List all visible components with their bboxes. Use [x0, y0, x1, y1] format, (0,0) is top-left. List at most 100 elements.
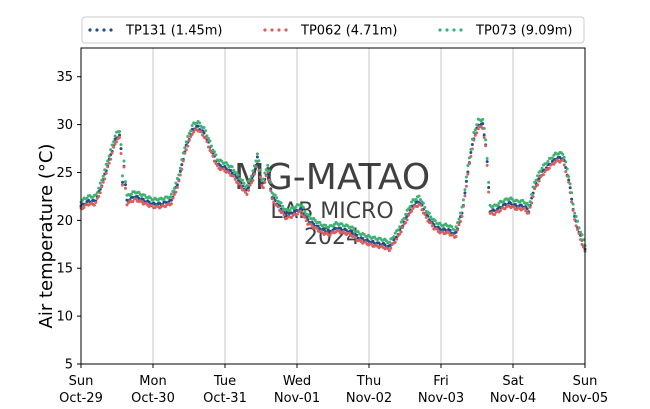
data-point [417, 194, 421, 198]
data-point [184, 140, 188, 144]
y-tick-label: 30 [56, 118, 73, 133]
data-point [573, 218, 577, 222]
data-point [119, 147, 123, 151]
data-point [550, 156, 554, 160]
data-point [190, 124, 194, 128]
x-tick-day: Fri [433, 374, 449, 389]
data-point [565, 167, 569, 171]
data-point [235, 171, 239, 175]
data-point [150, 204, 154, 208]
y-axis: 5 10 15 20 25 30 35 [56, 70, 81, 373]
data-point [212, 159, 216, 163]
data-point [482, 135, 486, 139]
legend-marker [438, 28, 442, 32]
data-point [470, 137, 474, 141]
data-point [562, 163, 566, 167]
data-point [421, 201, 425, 205]
data-point [121, 180, 125, 184]
data-point [244, 190, 248, 194]
data-point [387, 240, 391, 244]
data-point [258, 175, 262, 179]
data-point [350, 225, 354, 229]
legend-item: TP131 (1.45m) [88, 24, 222, 39]
data-point [113, 142, 117, 146]
data-point [121, 183, 125, 187]
data-point [499, 208, 503, 212]
data-point [294, 205, 298, 209]
data-point [175, 176, 179, 180]
data-point [123, 180, 127, 184]
data-point [189, 129, 193, 133]
data-point [429, 221, 433, 225]
data-point [149, 196, 153, 200]
data-point [112, 140, 116, 144]
data-point [303, 215, 307, 219]
data-point [106, 159, 110, 163]
data-point [143, 193, 147, 197]
data-point [571, 202, 575, 206]
data-point [209, 150, 213, 154]
data-point [482, 133, 486, 137]
data-point [169, 202, 173, 206]
data-point [450, 225, 454, 229]
data-point [487, 185, 491, 189]
data-point [580, 243, 584, 247]
data-point [269, 189, 273, 193]
data-point [273, 193, 277, 197]
data-point [570, 200, 574, 204]
data-point [347, 231, 351, 235]
series-layer [79, 117, 587, 253]
data-point [258, 168, 262, 172]
data-point [257, 159, 261, 163]
data-point [429, 215, 433, 219]
x-tick-day: Sat [502, 374, 523, 389]
data-point [110, 151, 114, 155]
data-point [540, 166, 544, 170]
data-point [485, 160, 489, 164]
data-point [415, 204, 419, 208]
data-point [534, 178, 538, 182]
legend-marker [95, 28, 99, 32]
data-point [473, 128, 477, 132]
data-point [215, 164, 219, 168]
data-point [466, 172, 470, 176]
legend-item: TP073 (9.09m) [438, 24, 572, 39]
data-point [543, 170, 547, 174]
data-point [547, 166, 551, 170]
data-point [312, 222, 316, 226]
data-point [180, 163, 184, 167]
data-point [288, 208, 292, 212]
y-tick-label: 15 [56, 262, 73, 277]
data-point [340, 222, 344, 226]
data-point [227, 171, 231, 175]
data-point [115, 140, 119, 144]
data-point [204, 129, 208, 133]
data-point [356, 230, 360, 234]
data-point [281, 211, 285, 215]
data-point [122, 165, 126, 169]
legend-marker [109, 28, 113, 32]
data-point [264, 174, 268, 178]
data-point [433, 219, 437, 223]
data-point [353, 236, 357, 240]
data-point [232, 174, 236, 178]
x-tick-day: Mon [139, 374, 166, 389]
data-point [531, 185, 535, 189]
data-point [568, 182, 572, 186]
data-point [524, 209, 528, 213]
data-point [183, 146, 187, 150]
y-tick-label: 25 [56, 166, 73, 181]
data-point [289, 215, 293, 219]
data-point [564, 170, 568, 174]
data-point [464, 179, 468, 183]
data-point [576, 219, 580, 223]
data-point [172, 192, 176, 196]
data-point [98, 181, 102, 185]
data-point [562, 155, 566, 159]
data-point [162, 197, 166, 201]
data-point [257, 164, 261, 168]
data-point [123, 183, 127, 187]
data-point [202, 125, 206, 129]
legend-marker [102, 28, 106, 32]
